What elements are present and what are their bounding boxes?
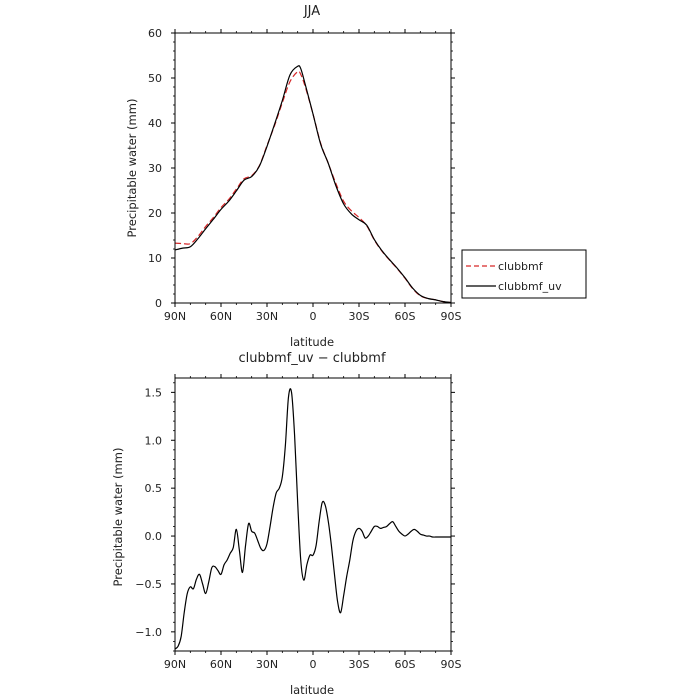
y-tick-label: 0.0: [145, 530, 163, 543]
x-tick-label: 30S: [349, 658, 370, 671]
chart-top-frame: [174, 32, 452, 304]
legend-label-clubbmf: clubbmf: [498, 260, 544, 273]
x-tick-label: 90N: [164, 658, 186, 671]
series-line-clubbmf: [174, 70, 452, 304]
chart-top-legend: clubbmf clubbmf_uv: [461, 249, 587, 299]
legend-box: [461, 249, 587, 299]
chart-top-x-axis-label: latitude: [290, 335, 334, 349]
y-tick-label: 0.5: [145, 482, 163, 495]
x-tick-label: 60N: [210, 310, 232, 323]
chart-bottom-x-axis-label: latitude: [290, 683, 334, 697]
y-tick-label: 20: [148, 207, 162, 220]
chart-bottom-marks: [174, 388, 451, 650]
y-tick-label: −0.5: [135, 578, 162, 591]
chart-bottom: clubbmf_uv − clubbmf 90N 60N 30N 0 30S 60S 90S…: [111, 351, 462, 697]
chart-top: JJA 90N 60N 30N 0 30S 60S 90S 0 10 20 30 40 50 60 la…: [125, 4, 462, 349]
x-tick-label: 90N: [164, 310, 186, 323]
y-tick-label: 1.0: [145, 434, 163, 447]
chart-top-title: JJA: [303, 4, 320, 19]
y-tick-label: −1.0: [135, 626, 162, 639]
chart-top-y-axis-label: Precipitable water (mm): [125, 99, 139, 238]
chart-top-marks: [174, 65, 452, 304]
y-tick-label: 1.5: [145, 386, 163, 399]
chart-top-x-ticks: 90N 60N 30N 0 30S 60S 90S: [164, 29, 462, 323]
y-tick-label: 40: [148, 117, 162, 130]
x-tick-label: 60S: [395, 658, 416, 671]
chart-bottom-y-axis-label: Precipitable water (mm): [111, 448, 125, 587]
x-tick-label: 0: [310, 310, 317, 323]
y-tick-label: 50: [148, 72, 162, 85]
x-tick-label: 90S: [441, 310, 462, 323]
y-tick-label: 60: [148, 27, 162, 40]
series-line-clubbmf-uv: [174, 65, 452, 304]
chart-bottom-y-ticks: −1.0 −0.5 0.0 0.5 1.0 1.5: [135, 382, 455, 652]
x-tick-label: 30N: [256, 310, 278, 323]
series-line-difference: [174, 388, 451, 650]
x-tick-label: 60N: [210, 658, 232, 671]
y-tick-label: 10: [148, 252, 162, 265]
chart-bottom-x-ticks: 90N 60N 30N 0 30S 60S 90S: [164, 374, 462, 671]
x-tick-label: 30S: [349, 310, 370, 323]
x-tick-label: 30N: [256, 658, 278, 671]
y-tick-label: 0: [155, 297, 162, 310]
x-tick-label: 60S: [395, 310, 416, 323]
legend-label-clubbmf-uv: clubbmf_uv: [498, 280, 562, 293]
chart-bottom-title: clubbmf_uv − clubbmf: [238, 351, 385, 366]
y-tick-label: 30: [148, 162, 162, 175]
chart-top-y-ticks: 0 10 20 30 40 50 60: [148, 27, 455, 310]
x-tick-label: 0: [310, 658, 317, 671]
chart-bottom-frame: [174, 377, 452, 652]
x-tick-label: 90S: [441, 658, 462, 671]
